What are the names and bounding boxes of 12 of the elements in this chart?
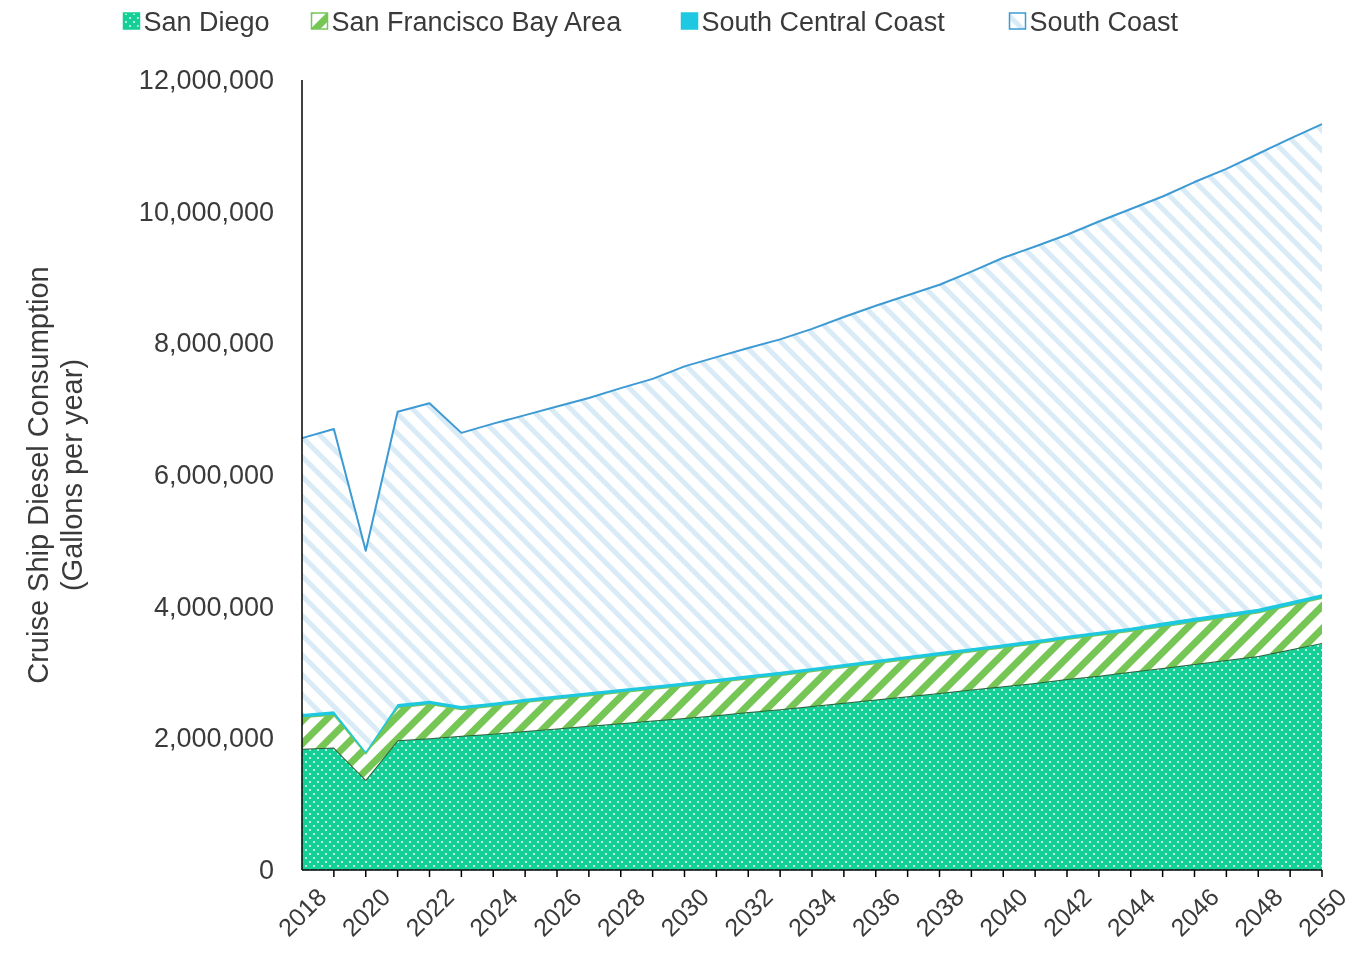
y-tick-label: 0	[258, 855, 274, 885]
legend-label: San Francisco Bay Area	[331, 7, 623, 38]
legend-label: San Diego	[143, 7, 270, 38]
y-tick-label: 8,000,000	[153, 328, 274, 359]
y-axis-title: Cruise Ship Diesel Consumption (Gallons per year)	[22, 266, 88, 684]
y-tick-label: 4,000,000	[153, 591, 274, 622]
y-tick-label: 2,000,000	[153, 723, 274, 754]
y-tick-label: 12,000,000	[138, 65, 274, 95]
legend-label: South Coast	[1029, 7, 1179, 38]
y-tick-label: 10,000,000	[138, 196, 274, 227]
y-tick-label: 6,000,000	[153, 460, 274, 490]
legend-label: South Central Coast	[701, 7, 946, 38]
